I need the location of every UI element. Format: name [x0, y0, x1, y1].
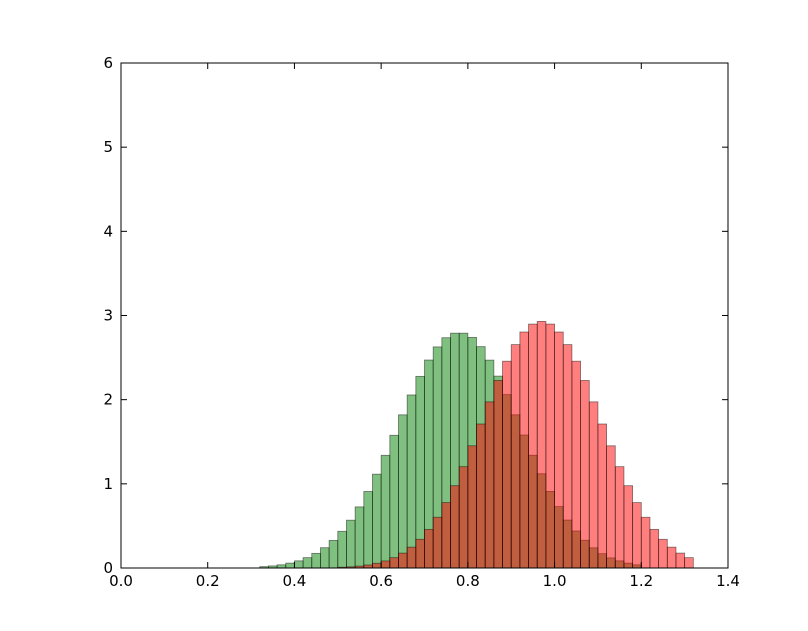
histogram-bar — [398, 552, 408, 569]
histogram-bar — [372, 562, 382, 569]
histogram-bar — [354, 506, 365, 569]
histogram-bar — [424, 528, 434, 569]
histogram-bar — [380, 454, 391, 569]
histogram-bar — [519, 331, 529, 569]
histogram-bar — [372, 473, 382, 569]
x-tick-label: 1.2 — [629, 572, 653, 590]
histogram-bar — [684, 557, 694, 569]
y-tick-label: 2 — [103, 391, 113, 409]
histogram-bar — [320, 547, 330, 569]
histogram-bar — [606, 445, 616, 569]
x-tick-label: 0.2 — [196, 572, 220, 590]
histogram-bar — [380, 560, 391, 569]
histogram-bar — [285, 562, 295, 569]
y-tick-label: 1 — [103, 475, 113, 493]
histogram-bar — [640, 516, 651, 569]
histogram-bar — [597, 423, 608, 569]
y-tick-label: 5 — [103, 138, 113, 156]
y-tick-label: 0 — [103, 559, 113, 577]
histogram-bar — [675, 552, 686, 569]
histogram-bar — [467, 445, 477, 569]
histogram-bar — [536, 320, 547, 569]
histogram-bar — [406, 394, 417, 569]
histogram-bar — [432, 516, 443, 569]
y-tick-label: 4 — [103, 222, 113, 240]
histogram-bar — [658, 538, 668, 569]
histogram-bar — [441, 502, 451, 569]
histogram-bar — [528, 323, 538, 569]
histogram-bar — [389, 557, 399, 569]
histogram-bar — [311, 552, 321, 569]
histogram-bar — [458, 466, 469, 569]
histogram-bar — [302, 557, 313, 569]
histogram-bar — [623, 485, 634, 569]
histogram-bar — [415, 538, 425, 569]
histogram-bar — [545, 323, 555, 569]
histogram-bar — [493, 380, 503, 569]
histogram-bar — [337, 530, 347, 569]
histogram-bar — [450, 485, 460, 569]
histogram-bar — [649, 528, 660, 569]
histogram-bar — [580, 380, 590, 569]
x-tick-label: 1.0 — [543, 572, 567, 590]
histogram-bar — [632, 502, 642, 569]
x-tick-label: 1.4 — [716, 572, 740, 590]
histogram-bar — [588, 401, 599, 569]
histogram-bar — [406, 546, 417, 569]
histogram-bar — [328, 539, 339, 569]
histogram-bar — [363, 491, 373, 569]
x-tick-label: 0.8 — [456, 572, 480, 590]
histogram-bar — [484, 401, 495, 569]
y-tick-label: 6 — [103, 54, 113, 72]
histogram-bar — [614, 466, 625, 569]
histogram-bar — [389, 434, 399, 569]
histogram-bar — [562, 344, 573, 569]
histogram-bar — [502, 360, 512, 569]
histogram-bar — [510, 344, 521, 569]
histogram-bar — [571, 360, 581, 569]
x-tick-label: 0.4 — [282, 572, 306, 590]
x-tick-label: 0.0 — [109, 572, 133, 590]
histogram-bar — [476, 423, 486, 569]
y-tick-label: 3 — [103, 307, 113, 325]
histogram-bar — [398, 414, 408, 569]
histogram-bar — [666, 546, 677, 569]
histogram-bar — [554, 331, 564, 569]
histogram-bar — [294, 560, 304, 569]
histogram-bar — [346, 519, 356, 569]
x-tick-label: 0.6 — [369, 572, 393, 590]
